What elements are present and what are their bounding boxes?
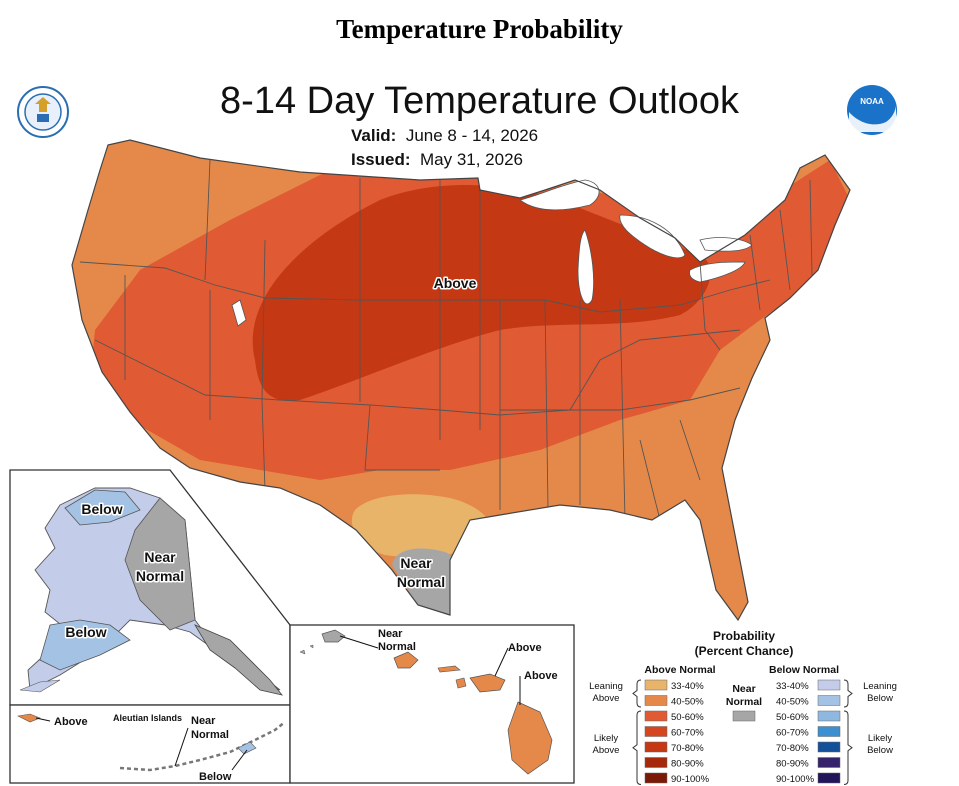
noaa-logo-text: NOAA (860, 97, 884, 106)
valid-value: June 8 - 14, 2026 (405, 126, 539, 145)
legend-above-swatch (644, 741, 668, 753)
legend-leaning-below: Below (867, 693, 893, 704)
legend-above-swatch (644, 726, 668, 737)
alaska-below-south-label: Below (65, 624, 106, 640)
aleutian-above-label: Above (54, 716, 88, 728)
aleutian-inset (9, 704, 291, 784)
hawaii-near-label: Near (378, 628, 403, 640)
legend-leaning-above: Leaning (589, 681, 623, 692)
legend-likely-below: Likely (868, 733, 893, 744)
texas-near-label: Near (400, 555, 432, 571)
texas-normal-label: Normal (397, 574, 445, 590)
legend-near-swatch (732, 710, 756, 722)
aleutian-near-label: Near (191, 715, 216, 727)
legend-above-swatch (644, 772, 668, 784)
issued-label: Issued: (351, 150, 411, 169)
legend-above-label: 90-100% (671, 774, 710, 785)
legend-below-label: 33-40% (776, 681, 809, 692)
legend-below-swatch (817, 757, 841, 768)
legend-brace (843, 710, 853, 785)
legend-normal-label: Normal (726, 696, 762, 708)
legend-brace (632, 710, 642, 785)
legend-below-swatch (817, 726, 841, 737)
legend-below-swatch (817, 695, 841, 706)
legend-near-label: Near (732, 683, 755, 695)
hawaii-normal-label: Normal (378, 641, 416, 653)
legend-above-label: 80-90% (671, 759, 704, 770)
aleutian-normal-label: Normal (191, 729, 229, 741)
legend-subtitle: (Percent Chance) (695, 644, 794, 658)
alaska-below-north-label: Below (81, 501, 122, 517)
legend-likely-below: Below (867, 745, 893, 756)
legend-above-header: Above Normal (644, 664, 715, 676)
legend-above-label: 50-60% (671, 712, 704, 723)
legend-below-label: 80-90% (776, 759, 809, 770)
hawaii-above-label-1: Above (508, 642, 542, 654)
aleutian-title: Aleutian Islands (113, 713, 182, 723)
aleutian-below-label: Below (199, 771, 232, 783)
legend-above-swatch (644, 695, 668, 706)
legend-below-label: 60-70% (776, 728, 809, 739)
issued-date: Issued: May 31, 2026 (351, 150, 523, 170)
legend-below-header: Below Normal (769, 664, 839, 676)
legend-below-swatch (817, 710, 841, 722)
hawaii-inset (289, 624, 575, 784)
legend-above-label: 70-80% (671, 743, 704, 754)
conus-outline (71, 139, 851, 622)
valid-label: Valid: (351, 126, 397, 145)
valid-dates: Valid: June 8 - 14, 2026 (351, 126, 538, 146)
legend-above-label: 40-50% (671, 697, 704, 708)
alaska-normal-label: Normal (136, 568, 184, 584)
legend-leaning-above: Above (593, 693, 620, 704)
alaska-inset (9, 469, 291, 706)
legend-above-label: 60-70% (671, 728, 704, 739)
legend-below-label: 90-100% (776, 774, 815, 785)
legend-brace (632, 679, 642, 708)
legend-below-swatch (817, 679, 841, 691)
legend-leaning-below: Leaning (863, 681, 897, 692)
noaa-logo-icon: NOAA (847, 85, 897, 135)
legend-brace (843, 679, 853, 708)
legend-above-swatch (644, 710, 668, 722)
legend-likely-above: Likely (594, 733, 619, 744)
hawaii-above-label-2: Above (524, 670, 558, 682)
legend-title: Probability (713, 629, 775, 643)
legend-likely-above: Above (593, 745, 620, 756)
issued-value: May 31, 2026 (419, 150, 523, 169)
map-title: 8-14 Day Temperature Outlook (220, 80, 739, 122)
doc-seal-icon (17, 86, 69, 138)
probability-legend: Probability(Percent Chance) Above Normal B… (589, 629, 897, 785)
legend-below-label: 70-80% (776, 743, 809, 754)
conus-above-label: Above (434, 275, 477, 291)
legend-above-swatch (644, 679, 668, 691)
alaska-near-label: Near (144, 549, 176, 565)
legend-above-swatch (644, 757, 668, 768)
legend-below-label: 40-50% (776, 697, 809, 708)
legend-below-swatch (817, 741, 841, 753)
great-lakes (231, 179, 753, 327)
legend-above-label: 33-40% (671, 681, 704, 692)
state-borders (79, 159, 813, 521)
legend-below-swatch (817, 772, 841, 784)
legend-below-label: 50-60% (776, 712, 809, 723)
page-heading: Temperature Probability (336, 14, 623, 44)
